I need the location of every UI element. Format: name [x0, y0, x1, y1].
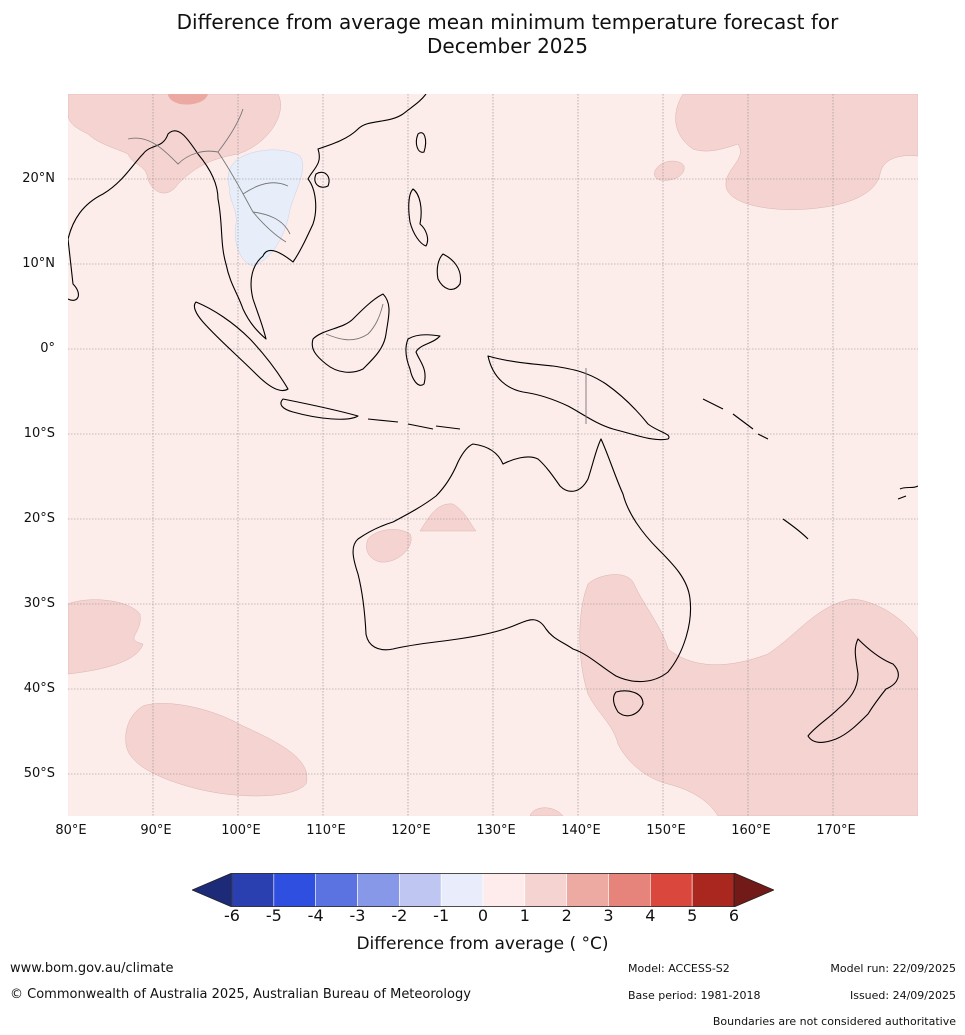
colorbar [192, 873, 774, 907]
colorbar-tick-label: 0 [477, 906, 489, 925]
colorbar-extend-low [192, 873, 233, 907]
lat-label: 40°S [23, 680, 55, 696]
colorbar-segment [650, 873, 693, 907]
coast-tasmania [613, 690, 644, 717]
copyright-text: © Commonwealth of Australia 2025, Austra… [10, 987, 471, 1002]
base-period: Base period: 1981-2018 [628, 989, 761, 1002]
warm-region-northeast [675, 94, 918, 210]
colorbar-extend-high [733, 873, 774, 907]
lon-label: 80°E [55, 823, 87, 838]
warm-region-southern-ocean [125, 703, 308, 797]
lat-label: 20°N [22, 170, 55, 186]
warm-region-nw-australia [366, 529, 412, 563]
colorbar-segment [440, 873, 484, 907]
colorbar-outline [231, 873, 735, 907]
warm-region-south-blob [529, 807, 564, 816]
colorbar-tick-label: 1 [519, 906, 530, 925]
lon-label: 160°E [731, 823, 771, 838]
coast-new-guinea [487, 355, 670, 441]
warm-region-pilbara [419, 503, 477, 532]
colorbar-tick-label: 3 [603, 906, 614, 925]
coast-java [280, 398, 359, 420]
colorbar-segment [273, 873, 316, 907]
colorbar-title: Difference from average ( °C) [356, 934, 609, 954]
colorbar-tick-label: -3 [349, 906, 366, 925]
graticule [68, 94, 918, 816]
colorbar-segment [482, 873, 526, 907]
lat-label: 50°S [23, 765, 55, 781]
colorbar-tick-label: 6 [728, 906, 740, 925]
warm-region-small-ne [654, 160, 685, 181]
lon-label: 140°E [561, 823, 601, 838]
hot-region-china [168, 94, 208, 105]
warm-region-west-ocean [68, 599, 144, 675]
map-canvas [68, 94, 918, 816]
coast-nusa-tenggara [367, 418, 461, 430]
website-link[interactable]: www.bom.gov.au/climate [10, 961, 174, 976]
colorbar-tick-label: -1 [433, 906, 450, 925]
colorbar-segment [566, 873, 609, 907]
warm-region-se-australia-tasman [579, 574, 918, 816]
lon-label: 150°E [646, 823, 686, 838]
colorbar-tick-label: 2 [561, 906, 572, 925]
lon-label: 170°E [816, 823, 856, 838]
coast-sulawesi [405, 334, 441, 386]
colorbar-tick-label: 4 [645, 906, 656, 925]
lat-label: 10°N [22, 255, 55, 271]
lat-label: 20°S [23, 510, 55, 526]
border-borneo [325, 303, 384, 341]
lon-label: 90°E [140, 823, 172, 838]
colorbar-segment [231, 873, 275, 907]
title-line-2: December 2025 [427, 34, 588, 58]
colorbar-tick-label: -6 [224, 906, 240, 925]
colorbar-segment [691, 873, 735, 907]
chart-title: Difference from average mean minimum tem… [0, 10, 965, 58]
lon-label: 130°E [476, 823, 516, 838]
coast-hainan [314, 171, 330, 188]
border-mainland-se-asia [127, 108, 291, 243]
colorbar-tick-label: -4 [307, 906, 324, 925]
colorbar-tick-label: -2 [391, 906, 408, 925]
coast-india-sri-lanka [68, 238, 79, 301]
country-borders [127, 108, 587, 424]
lat-label: 0° [40, 340, 55, 356]
title-line-1: Difference from average mean minimum tem… [176, 10, 839, 34]
coast-solomons-vanuatu [702, 398, 918, 540]
lon-label: 120°E [391, 823, 431, 838]
lat-label: 30°S [23, 595, 55, 611]
lon-label: 110°E [306, 823, 346, 838]
colorbar-segment [315, 873, 358, 907]
coast-new-zealand [807, 638, 899, 743]
model-run-date: Model run: 22/09/2025 [830, 962, 956, 975]
coast-philippines [408, 188, 462, 290]
colorbar-tick-label: 5 [687, 906, 698, 925]
lon-label: 100°E [221, 823, 261, 838]
issued-date: Issued: 24/09/2025 [849, 989, 956, 1002]
colorbar-segment [399, 873, 442, 907]
coast-taiwan [415, 132, 427, 153]
colorbar-segment [524, 873, 567, 907]
coast-sumatra [193, 301, 289, 392]
coastlines [68, 94, 918, 743]
colorbar-segment [357, 873, 400, 907]
boundaries-disclaimer: Boundaries are not considered authoritat… [712, 1015, 956, 1028]
colorbar-segment [608, 873, 651, 907]
coast-asia-mainland [68, 94, 427, 340]
lat-label: 10°S [23, 425, 55, 441]
coast-australia [352, 438, 692, 683]
colorbar-tick-label: -5 [265, 906, 282, 925]
cool-region-mainland-sea [227, 149, 303, 267]
warm-region-indochina [68, 94, 281, 194]
coast-borneo [311, 293, 390, 373]
model-name: Model: ACCESS-S2 [628, 962, 730, 975]
forecast-map [68, 94, 918, 816]
